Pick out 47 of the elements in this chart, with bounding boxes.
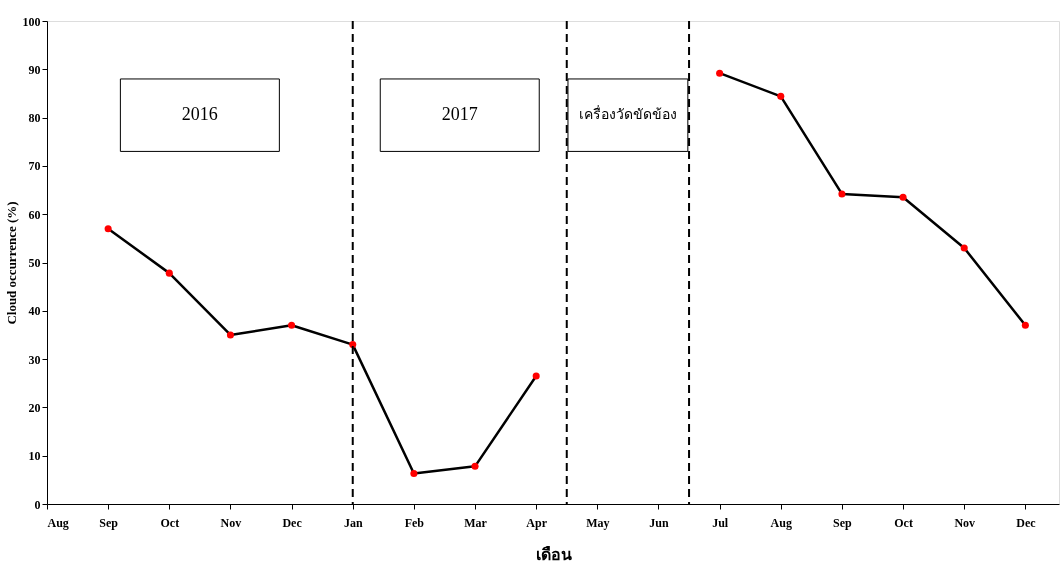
- point: [777, 92, 785, 100]
- x-tick-label: Sep: [833, 515, 853, 530]
- x-tick-label: Aug: [47, 515, 69, 530]
- x-tick-label: Nov: [954, 515, 976, 530]
- annotation: เครื่องวัดขัดข้อง: [578, 105, 677, 123]
- point: [104, 225, 112, 233]
- annotation: 2016: [181, 104, 218, 125]
- x-tick-label: May: [586, 515, 610, 530]
- x-tick-label: Aug: [770, 515, 792, 530]
- x-tick-label: Jul: [712, 515, 729, 530]
- point: [899, 193, 907, 201]
- x-tick-label: Sep: [99, 515, 119, 530]
- point: [838, 190, 846, 198]
- annotation: 2017: [441, 104, 478, 125]
- x-tick-label: Mar: [464, 515, 488, 530]
- y-tick-label: 0: [34, 497, 41, 512]
- point: [288, 321, 296, 329]
- y-tick-label: 60: [28, 207, 41, 222]
- x-tick-label: Nov: [220, 515, 242, 530]
- x-tick-label: Jun: [649, 515, 669, 530]
- y-tick-label: 90: [28, 62, 41, 77]
- point: [960, 244, 968, 252]
- point: [716, 69, 724, 77]
- y-tick-label: 20: [28, 400, 41, 415]
- x-tick-label: Jan: [343, 515, 363, 530]
- x-tick-label: Dec: [282, 515, 303, 530]
- y-tick-label: 30: [28, 352, 41, 367]
- point: [532, 372, 540, 380]
- x-axis-title: เดือน: [535, 545, 572, 563]
- point: [349, 341, 357, 349]
- point: [226, 331, 234, 339]
- y-tick-label: 10: [28, 449, 41, 464]
- point: [1021, 321, 1029, 329]
- x-tick-label: Oct: [894, 515, 913, 530]
- x-tick-label: Dec: [1016, 515, 1037, 530]
- y-tick-label: 100: [22, 14, 41, 29]
- point: [471, 462, 479, 470]
- x-tick-label: Feb: [404, 515, 425, 530]
- y-tick-label: 40: [28, 304, 41, 319]
- y-tick-label: 70: [28, 159, 41, 174]
- y-tick-label: 50: [28, 256, 41, 270]
- y-axis-title: Cloud occurrence (%): [3, 201, 19, 325]
- point: [410, 470, 418, 478]
- x-tick-label: Oct: [160, 515, 180, 530]
- x-tick-label: Apr: [526, 515, 548, 530]
- point: [165, 269, 173, 277]
- y-tick-label: 80: [28, 111, 41, 126]
